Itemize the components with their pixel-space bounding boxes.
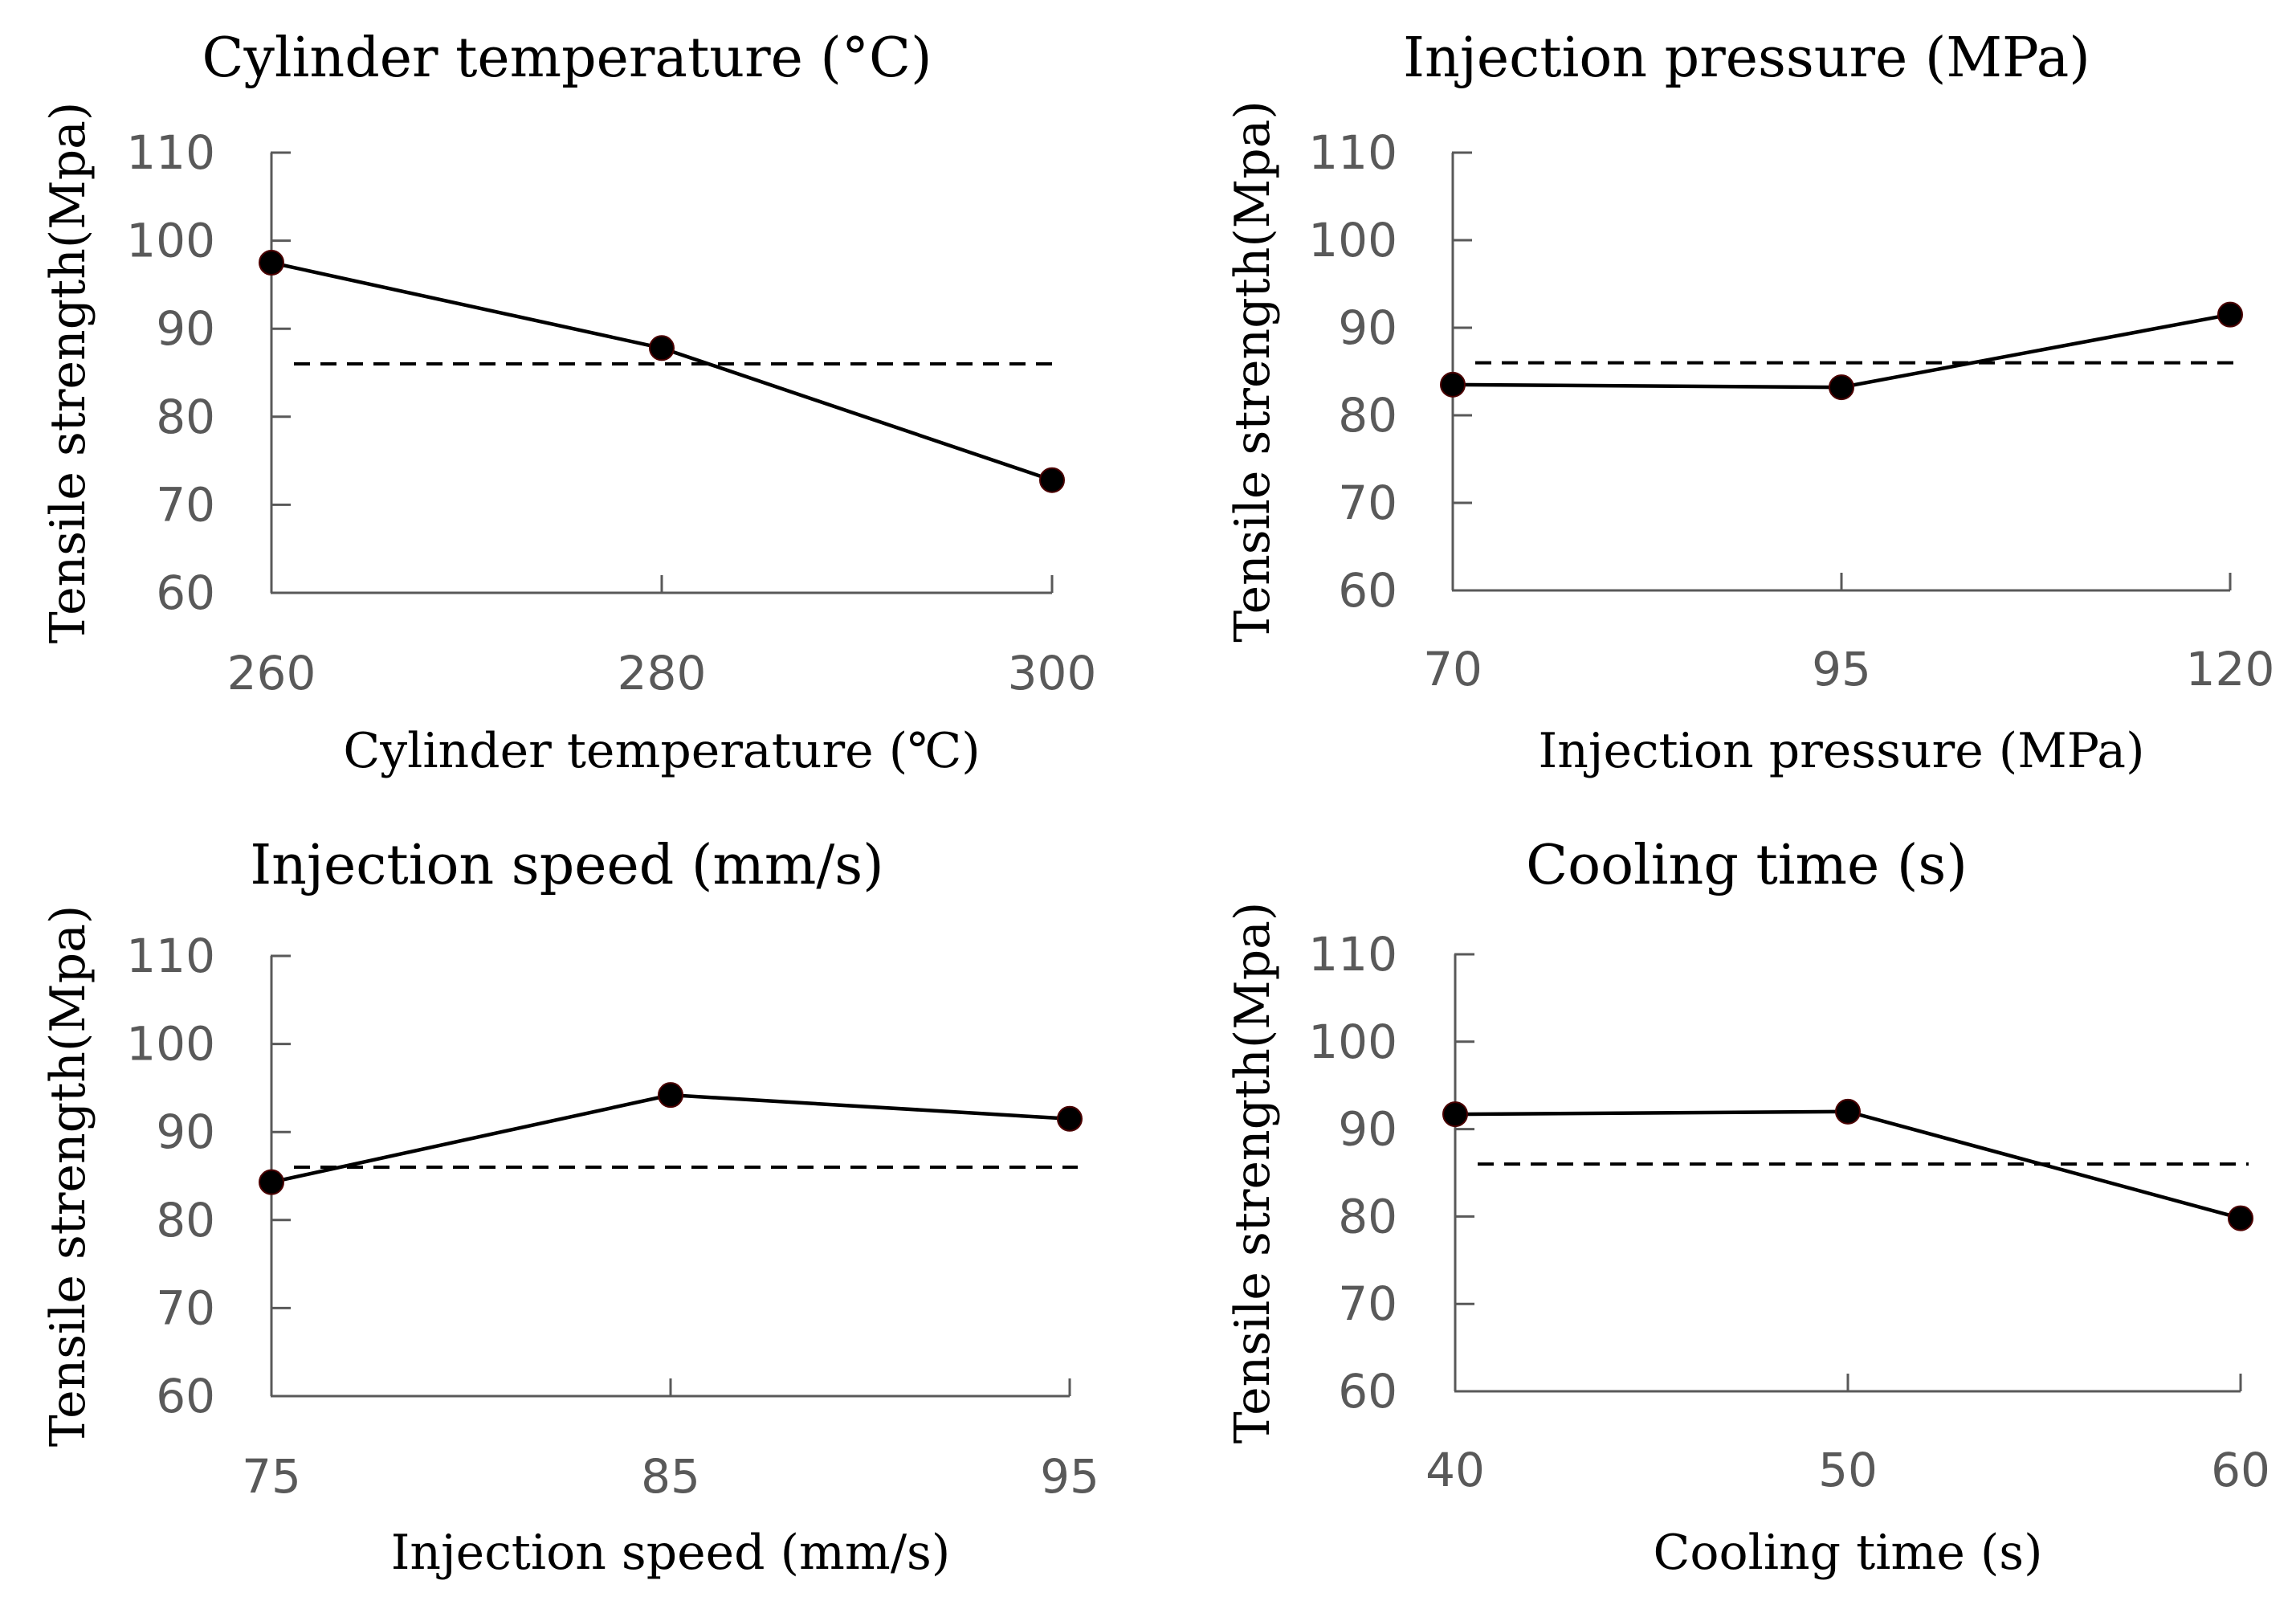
x-axis-label: Injection pressure (MPa) [1539,723,2145,779]
x-tick-label: 60 [2211,1443,2270,1497]
x-tick-label: 85 [641,1449,700,1504]
x-tick-label: 95 [1812,642,1871,696]
y-tick-label: 70 [156,1280,215,1335]
y-tick-label: 60 [156,566,215,620]
y-tick-label: 80 [156,1193,215,1248]
data-point [1057,1105,1083,1132]
x-tick-label: 50 [1818,1443,1878,1497]
y-tick-label: 70 [1338,476,1397,530]
data-point [649,335,675,361]
chart-title: Cylinder temperature (°C) [202,27,932,90]
x-axis-label: Cooling time (s) [1653,1525,2042,1581]
chart-panel-4: Cooling time (s) 60 70 80 90 100 110 40 50 60 Cool… [1225,834,2270,1581]
y-axis-label: Tensile strength(Mpa) [1225,902,1281,1444]
x-tick-label: 40 [1425,1443,1485,1497]
y-tick-label: 80 [1338,1189,1397,1243]
x-axis-label: Cylinder temperature (℃) [343,723,980,779]
data-point [2217,301,2243,328]
data-point [259,250,284,276]
y-tick-label: 80 [156,390,215,444]
x-tick-label: 260 [227,646,316,700]
x-tick-label: 280 [618,646,707,700]
y-tick-label: 80 [1338,388,1397,443]
y-tick-label: 110 [1308,125,1397,180]
y-tick-label: 60 [1338,1364,1397,1419]
y-tick-label: 60 [1338,563,1397,618]
data-point [1829,374,1854,401]
y-tick-label: 100 [1308,213,1397,267]
y-tick-label: 60 [156,1369,215,1423]
data-series-line [271,260,1053,482]
data-point [1835,1098,1861,1125]
chart-title: Injection pressure (MPa) [1403,27,2090,90]
chart-panel-1: Cylinder temperature (°C) 60 70 80 90 100 110 2… [40,27,1096,779]
y-tick-label: 90 [156,1105,215,1159]
data-point [1039,467,1065,493]
y-axis-label: Tensile strength(Mpa) [40,905,96,1448]
y-tick-label: 110 [126,929,215,983]
x-axis-label: Injection speed (mm/s) [391,1525,951,1581]
y-tick-label: 70 [1338,1276,1397,1331]
y-tick-label: 70 [156,477,215,532]
y-tick-label: 100 [126,1017,215,1072]
chart-title: Cooling time (s) [1526,834,1968,897]
y-axis-label: Tensile strength(Mpa) [40,102,96,644]
x-tick-label: 75 [242,1449,301,1504]
y-tick-label: 90 [156,301,215,356]
chart-panel-2: Injection pressure (MPa) 60 70 80 90 100 110 70… [1225,27,2274,779]
x-tick-label: 300 [1008,646,1097,700]
data-point [2228,1205,2253,1231]
data-point [658,1082,683,1109]
x-tick-label: 120 [2186,642,2275,696]
y-tick-label: 100 [1308,1015,1397,1069]
x-tick-label: 70 [1423,642,1482,696]
chart-title: Injection speed (mm/s) [250,834,883,897]
y-tick-label: 90 [1338,1102,1397,1157]
chart-panel-3: Injection speed (mm/s) 60 70 80 90 100 110 75 85… [40,834,1099,1581]
data-point [1440,371,1466,398]
y-axis-label: Tensile strength(Mpa) [1225,100,1281,643]
y-tick-label: 100 [126,214,215,268]
data-series-line [271,1092,1071,1184]
y-tick-label: 90 [1338,300,1397,355]
y-tick-label: 110 [1308,927,1397,982]
x-tick-label: 95 [1040,1449,1099,1504]
y-tick-label: 110 [126,125,215,180]
data-point [259,1169,284,1195]
data-point [1442,1101,1468,1128]
